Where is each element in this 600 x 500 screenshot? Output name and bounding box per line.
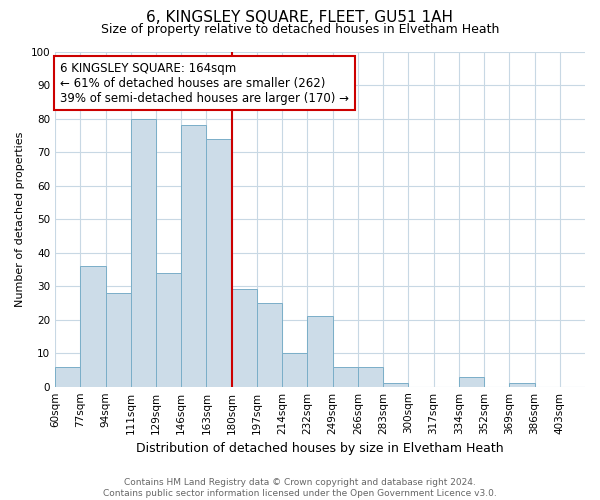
- Bar: [307, 316, 332, 386]
- Bar: [55, 366, 80, 386]
- Bar: [131, 118, 156, 386]
- Bar: [332, 366, 358, 386]
- Bar: [257, 303, 282, 386]
- Text: Contains HM Land Registry data © Crown copyright and database right 2024.
Contai: Contains HM Land Registry data © Crown c…: [103, 478, 497, 498]
- Bar: [459, 376, 484, 386]
- X-axis label: Distribution of detached houses by size in Elvetham Heath: Distribution of detached houses by size …: [136, 442, 504, 455]
- Bar: [156, 272, 181, 386]
- Text: 6, KINGSLEY SQUARE, FLEET, GU51 1AH: 6, KINGSLEY SQUARE, FLEET, GU51 1AH: [146, 10, 454, 25]
- Bar: [358, 366, 383, 386]
- Bar: [232, 290, 257, 386]
- Bar: [383, 384, 409, 386]
- Bar: [282, 353, 307, 386]
- Y-axis label: Number of detached properties: Number of detached properties: [15, 132, 25, 307]
- Text: Size of property relative to detached houses in Elvetham Heath: Size of property relative to detached ho…: [101, 22, 499, 36]
- Bar: [509, 384, 535, 386]
- Text: 6 KINGSLEY SQUARE: 164sqm
← 61% of detached houses are smaller (262)
39% of semi: 6 KINGSLEY SQUARE: 164sqm ← 61% of detac…: [61, 62, 349, 104]
- Bar: [106, 293, 131, 386]
- Bar: [206, 138, 232, 386]
- Bar: [181, 125, 206, 386]
- Bar: [80, 266, 106, 386]
